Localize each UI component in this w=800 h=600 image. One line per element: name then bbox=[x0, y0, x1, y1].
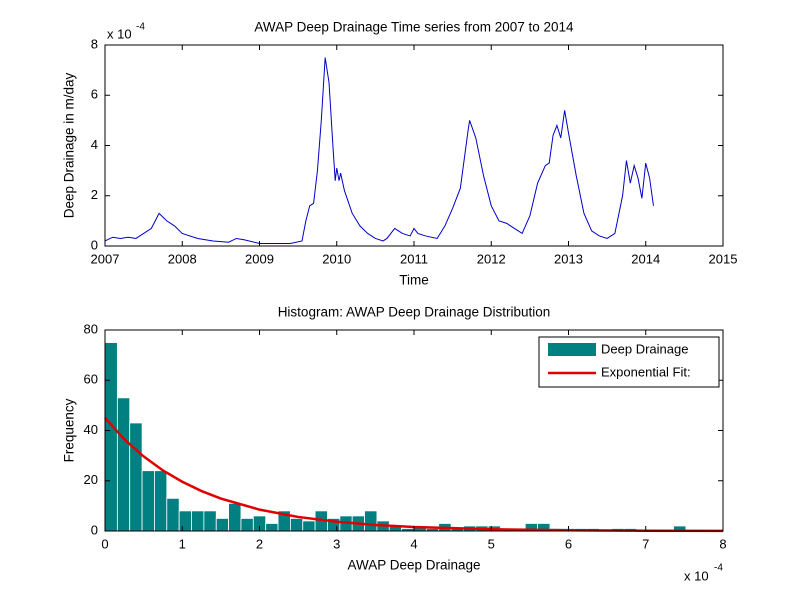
histogram-bar bbox=[302, 520, 316, 532]
histogram-bar bbox=[166, 497, 180, 532]
x-tick-label: 2007 bbox=[91, 251, 120, 266]
y-tick-label: 20 bbox=[84, 472, 98, 487]
y-tick-label: 6 bbox=[91, 87, 98, 102]
legend-swatch bbox=[548, 343, 596, 356]
histogram-bar bbox=[191, 510, 205, 532]
x-tick-label: 4 bbox=[410, 536, 417, 551]
y-exponent: -4 bbox=[136, 22, 145, 33]
x-tick-label: 2009 bbox=[245, 251, 274, 266]
histogram-bar bbox=[129, 422, 143, 532]
y-axis-label: Deep Drainage in m/day bbox=[62, 72, 77, 218]
x-tick-label: 3 bbox=[333, 536, 340, 551]
histogram-bar bbox=[228, 502, 242, 532]
axes-background bbox=[105, 45, 723, 246]
x-tick-label: 2015 bbox=[709, 251, 738, 266]
x-multiplier: x 10 bbox=[684, 568, 709, 583]
y-tick-label: 60 bbox=[84, 372, 98, 387]
fit-line bbox=[104, 417, 724, 533]
histogram-bar bbox=[240, 518, 254, 532]
histogram-bar bbox=[289, 518, 304, 532]
legend-label: Deep Drainage bbox=[601, 341, 688, 356]
histogram-bar bbox=[364, 510, 378, 532]
x-tick-label: 8 bbox=[719, 536, 726, 551]
histogram-bar bbox=[265, 523, 279, 532]
x-tick-label: 1 bbox=[179, 536, 186, 551]
histogram-bar bbox=[116, 397, 131, 532]
y-tick-label: 80 bbox=[84, 321, 98, 336]
y-tick-label: 0 bbox=[91, 522, 98, 537]
x-tick-label: 2008 bbox=[168, 251, 197, 266]
x-axis-label: AWAP Deep Drainage bbox=[347, 558, 480, 573]
legend-label: Exponential Fit: bbox=[601, 364, 691, 379]
x-axis-label: Time bbox=[399, 273, 429, 288]
histogram-bar bbox=[104, 342, 118, 532]
y-tick-label: 8 bbox=[91, 36, 98, 51]
x-tick-label: 0 bbox=[101, 536, 108, 551]
chart-title: AWAP Deep Drainage Time series from 2007… bbox=[254, 20, 574, 35]
x-tick-label: 7 bbox=[642, 536, 649, 551]
y-axis-label: Frequency bbox=[62, 398, 77, 462]
x-tick-label: 6 bbox=[565, 536, 572, 551]
y-tick-label: 0 bbox=[91, 237, 98, 252]
histogram-bar bbox=[154, 470, 168, 532]
x-tick-label: 2 bbox=[256, 536, 263, 551]
histogram-bar bbox=[203, 510, 217, 532]
y-tick-label: 40 bbox=[84, 422, 98, 437]
x-tick-label: 2010 bbox=[322, 251, 351, 266]
x-exponent: -4 bbox=[714, 563, 723, 574]
chart-title: Histogram: AWAP Deep Drainage Distributi… bbox=[278, 305, 551, 320]
x-tick-label: 2013 bbox=[554, 251, 583, 266]
x-tick-label: 2011 bbox=[400, 251, 428, 266]
histogram-bar bbox=[178, 510, 192, 532]
x-tick-label: 2014 bbox=[631, 251, 660, 266]
x-tick-label: 5 bbox=[488, 536, 495, 551]
y-multiplier: x 10 bbox=[107, 26, 132, 41]
y-tick-label: 4 bbox=[91, 137, 98, 152]
data-line bbox=[104, 57, 654, 244]
x-tick-label: 2012 bbox=[477, 251, 506, 266]
y-tick-label: 2 bbox=[91, 187, 98, 202]
histogram-bar bbox=[215, 518, 230, 532]
histogram-bar bbox=[141, 470, 155, 532]
